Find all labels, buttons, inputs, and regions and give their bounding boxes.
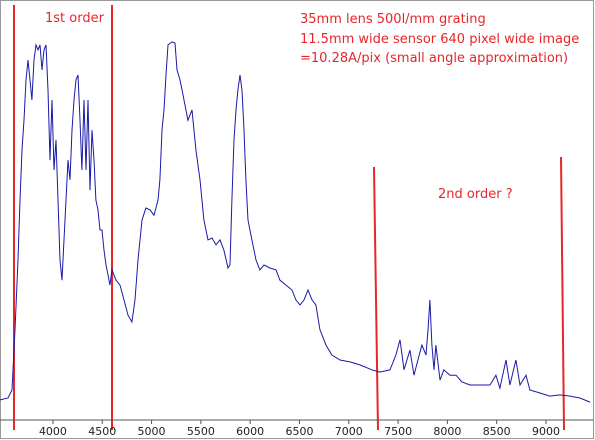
x-tick-label: 6500: [285, 425, 313, 438]
order-marker: [560, 156, 565, 431]
x-tick-label: 4500: [88, 425, 116, 438]
annotation: 11.5mm wide sensor 640 pixel wide image: [300, 32, 579, 47]
order-marker: [373, 166, 379, 431]
annotation: 2nd order ?: [438, 187, 513, 202]
x-tick-label: 9000: [532, 425, 560, 438]
annotation: 35mm lens 500l/mm grating: [300, 12, 486, 27]
x-tick-label: 7000: [335, 425, 363, 438]
x-tick-label: 7500: [384, 425, 412, 438]
annotation: 1st order: [45, 11, 105, 26]
annotation: =10.28A/pix (small angle approximation): [300, 51, 568, 66]
x-tick-label: 8000: [433, 425, 461, 438]
x-tick-label: 4000: [39, 425, 67, 438]
x-tick-label: 5000: [138, 425, 166, 438]
x-tick-label: 5500: [187, 425, 215, 438]
spectrum-line: [0, 41, 591, 403]
x-tick-label: 6000: [236, 425, 264, 438]
x-tick-label: 8500: [483, 425, 511, 438]
